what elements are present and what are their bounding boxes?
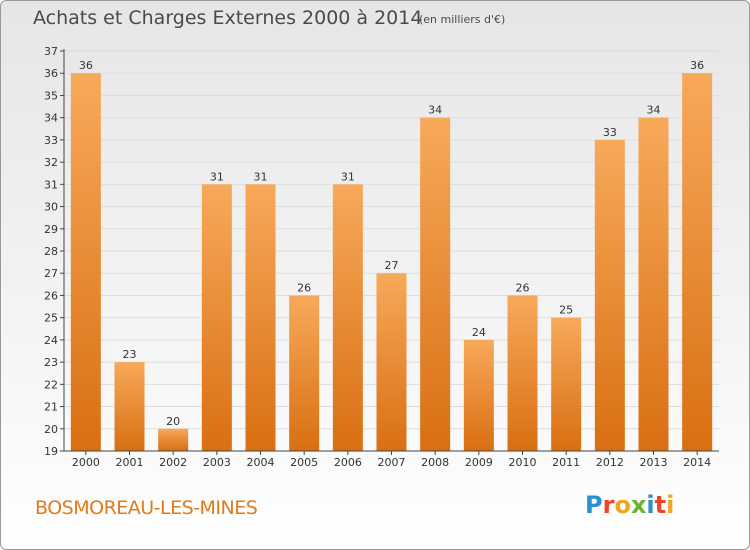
x-tick-label-2008: 2008 (421, 456, 449, 469)
data-label-2006: 31 (341, 170, 355, 183)
data-label-2005: 26 (297, 281, 311, 294)
data-label-2004: 31 (254, 170, 268, 183)
y-tick-label: 25 (44, 312, 58, 325)
data-label-2014: 36 (690, 59, 704, 72)
bar-2010 (507, 295, 538, 451)
data-label-2001: 23 (123, 348, 137, 361)
data-label-2002: 20 (166, 415, 180, 428)
x-tick-label-2005: 2005 (290, 456, 318, 469)
x-tick-label-2006: 2006 (334, 456, 362, 469)
y-tick-label: 35 (44, 89, 58, 102)
bar-2014 (682, 73, 713, 451)
data-label-2011: 25 (559, 304, 573, 317)
bar-2009 (463, 339, 494, 451)
commune-name: BOSMOREAU-LES-MINES (35, 497, 258, 519)
bar-2006 (332, 184, 363, 452)
bar-2011 (551, 317, 582, 451)
data-label-2012: 33 (603, 126, 617, 139)
y-tick-label: 20 (44, 423, 58, 436)
x-tick-label-2014: 2014 (683, 456, 711, 469)
y-tick-label: 36 (44, 67, 58, 80)
logo-letter: P (585, 491, 603, 519)
x-tick-label-2001: 2001 (116, 456, 144, 469)
bar-2008 (420, 117, 451, 452)
data-label-2007: 27 (385, 259, 399, 272)
x-tick-label-2004: 2004 (247, 456, 275, 469)
y-tick-label: 31 (44, 178, 58, 191)
bar-2007 (376, 273, 407, 451)
y-tick-label: 27 (44, 267, 58, 280)
y-tick-label: 23 (44, 356, 58, 369)
y-tick-label: 24 (44, 334, 58, 347)
y-tick-label: 28 (44, 245, 58, 258)
x-tick-label-2002: 2002 (159, 456, 187, 469)
y-tick-label: 22 (44, 378, 58, 391)
y-tick-label: 26 (44, 289, 58, 302)
bars: 36 23 20 31 31 26 31 27 34 24 26 25 33 34 36 (70, 59, 713, 452)
x-tick-label-2010: 2010 (509, 456, 537, 469)
y-tick-label: 34 (44, 112, 58, 125)
logo-letter: o (614, 491, 631, 519)
data-label-2000: 36 (79, 59, 93, 72)
y-tick-label: 33 (44, 134, 58, 147)
proxiti-logo: Proxiti (585, 491, 674, 519)
y-tick-label: 30 (44, 201, 58, 214)
x-tick-label-2003: 2003 (203, 456, 231, 469)
y-tick-label: 19 (44, 445, 58, 458)
y-tick-label: 37 (44, 45, 58, 58)
x-tick-label-2012: 2012 (596, 456, 624, 469)
bar-2013 (638, 117, 669, 452)
bar-2005 (289, 295, 320, 451)
axes: 19 20 21 22 23 24 25 26 27 28 29 30 31 32 33 34 35 36 37 20… (44, 45, 719, 469)
x-tick-label-2007: 2007 (378, 456, 406, 469)
chart-subtitle: (en milliers d'€) (419, 13, 506, 26)
data-label-2003: 31 (210, 170, 224, 183)
data-label-2013: 34 (647, 104, 661, 117)
logo-letter: t (654, 491, 667, 519)
x-tick-label-2009: 2009 (465, 456, 493, 469)
x-tick-label-2013: 2013 (640, 456, 668, 469)
y-tick-label: 29 (44, 223, 58, 236)
y-tick-label: 32 (44, 156, 58, 169)
bar-2004 (245, 184, 276, 452)
logo-letter: i (646, 491, 655, 519)
logo-letter: r (602, 491, 615, 519)
y-tick-label: 21 (44, 401, 58, 414)
data-label-2008: 34 (428, 104, 442, 117)
x-tick-label-2000: 2000 (72, 456, 100, 469)
bar-2002 (158, 428, 189, 451)
x-tick-label-2011: 2011 (552, 456, 580, 469)
logo-letter: x (630, 491, 647, 519)
bar-2003 (201, 184, 232, 452)
data-label-2010: 26 (516, 281, 530, 294)
bar-2000 (70, 73, 101, 451)
bar-2012 (594, 139, 625, 451)
chart-title: Achats et Charges Externes 2000 à 2014 (33, 7, 423, 29)
data-label-2009: 24 (472, 326, 486, 339)
bar-2001 (114, 362, 145, 451)
logo-letter: i (666, 491, 675, 519)
